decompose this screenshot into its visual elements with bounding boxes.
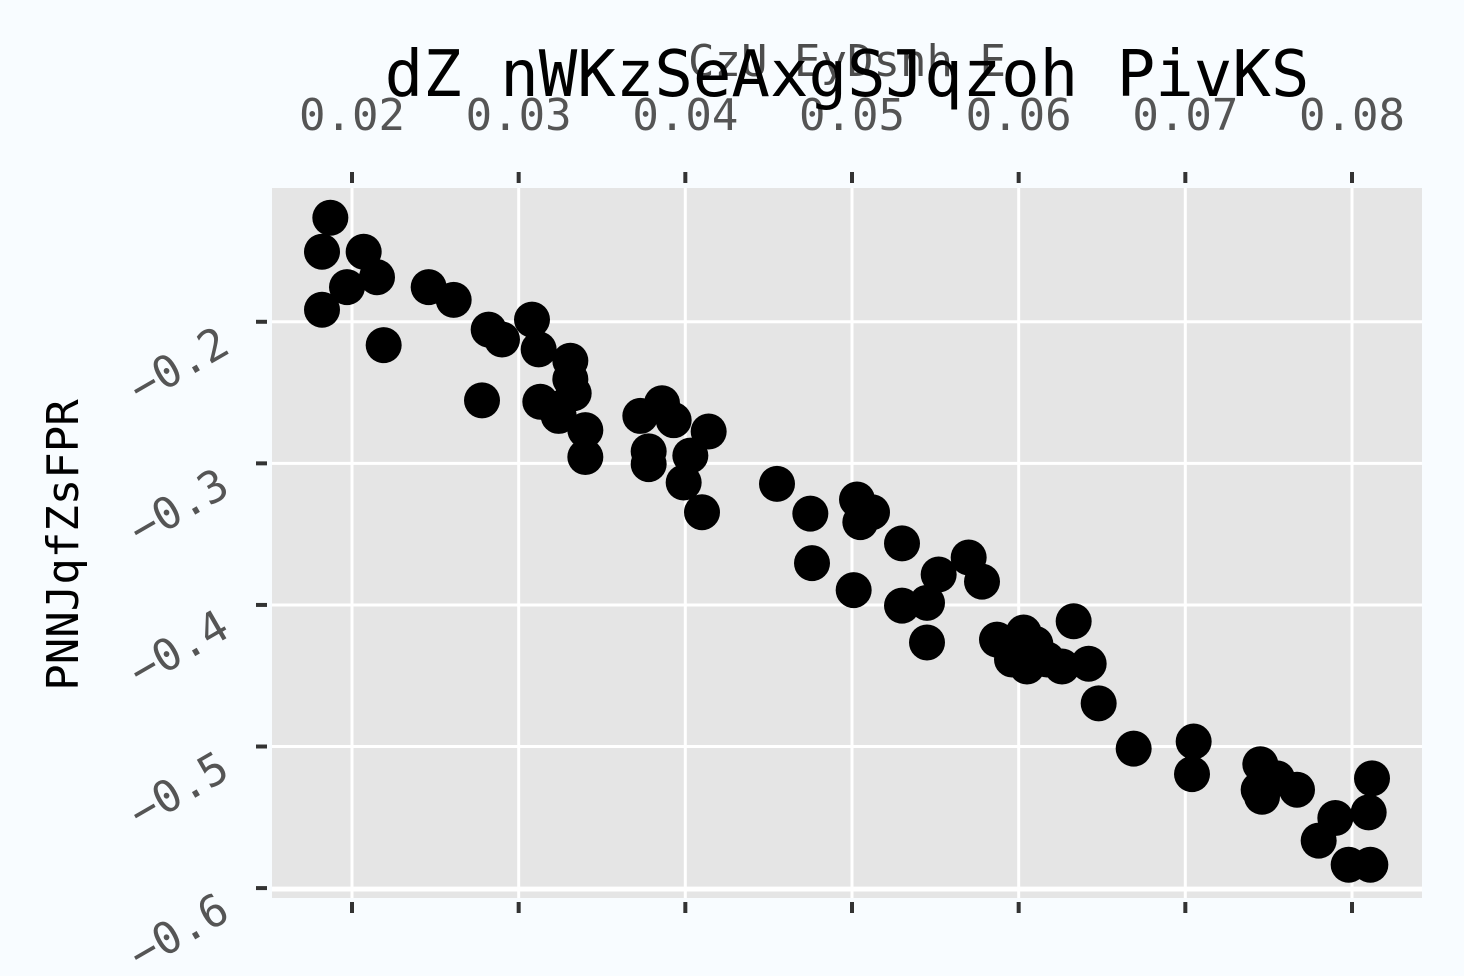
x-tick-label: 0.07 <box>1132 90 1238 141</box>
data-point <box>1175 723 1212 760</box>
gridlines <box>272 188 1422 898</box>
data-point <box>520 331 557 368</box>
data-point <box>567 412 604 449</box>
x-tick-labels: 0.02 0.03 0.04 0.05 0.06 0.07 0.08 <box>299 90 1405 141</box>
data-point <box>1174 756 1210 793</box>
data-point <box>1080 685 1117 722</box>
data-point <box>1279 771 1315 808</box>
x-tick-label: 0.06 <box>966 90 1072 141</box>
data-point <box>1044 648 1080 685</box>
data-point <box>835 572 872 609</box>
data-point <box>665 464 702 501</box>
data-points <box>304 199 1390 883</box>
data-point <box>1350 794 1387 831</box>
data-point <box>1055 603 1092 640</box>
data-point <box>514 301 550 338</box>
data-point <box>909 624 945 661</box>
x-tick-label: 0.04 <box>632 90 738 141</box>
x-tick-label: 0.08 <box>1299 90 1405 141</box>
data-point <box>690 413 727 450</box>
data-point <box>312 199 349 236</box>
y-axis-label: PNNJqfZsFPR <box>38 399 89 691</box>
data-point <box>884 525 920 562</box>
x-tick-label: 0.03 <box>466 90 572 141</box>
data-point <box>464 382 500 419</box>
data-point <box>794 545 830 582</box>
data-point <box>920 556 957 593</box>
data-point <box>630 446 667 483</box>
data-point <box>304 291 340 328</box>
data-point <box>567 438 604 475</box>
data-point <box>759 465 795 502</box>
data-point <box>1070 645 1107 682</box>
data-point <box>484 321 520 358</box>
data-point <box>909 584 945 621</box>
data-point <box>365 327 402 364</box>
chart-title: dZ nWKzSeAxgSJqzoh PivKS <box>385 38 1310 112</box>
data-point <box>1317 800 1354 837</box>
x-tick-label: 0.02 <box>299 90 405 141</box>
data-point <box>1354 760 1390 797</box>
data-point <box>964 563 1000 600</box>
axis-ticks <box>256 172 1354 913</box>
data-point <box>555 375 592 412</box>
data-point <box>655 402 692 439</box>
data-point <box>792 495 829 532</box>
data-point <box>435 281 472 318</box>
x-axis-label: CzU EyDsnh E <box>688 36 1006 87</box>
data-point <box>359 259 395 296</box>
data-point <box>304 233 340 270</box>
x-tick-label: 0.05 <box>799 90 905 141</box>
data-point <box>1352 846 1389 883</box>
data-point <box>854 494 890 531</box>
data-point <box>684 494 720 531</box>
data-point <box>1115 730 1152 767</box>
data-point <box>329 269 365 306</box>
